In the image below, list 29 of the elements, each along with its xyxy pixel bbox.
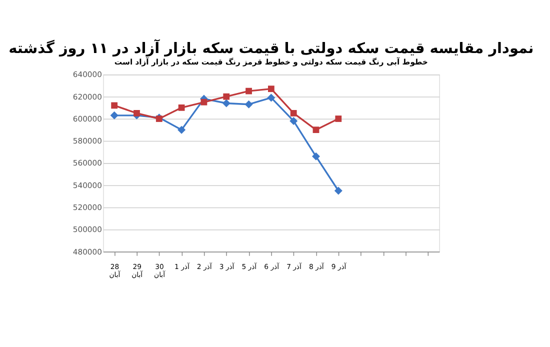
- point: [334, 186, 342, 195]
- y-tick-label: 600000: [72, 114, 102, 124]
- point: [178, 126, 186, 134]
- point: [223, 93, 230, 100]
- y-tick-label: 500000: [72, 225, 102, 234]
- point: [312, 152, 320, 160]
- y-tick-label: 520000: [72, 203, 102, 212]
- point: [111, 102, 118, 109]
- point: [268, 86, 274, 92]
- y-tick-label: 640000: [72, 70, 102, 80]
- point: [335, 116, 342, 122]
- point: [290, 110, 297, 116]
- point: [110, 111, 118, 120]
- point: [178, 104, 185, 111]
- point: [200, 98, 208, 106]
- chart-subtitle: خطوط آبی رنگ قیمت سکه دولتی و خطوط قرمز رنگ قیمت سکه در بازار آزاد است: [114, 56, 428, 67]
- y-tick-label: 540000: [72, 180, 102, 190]
- point: [222, 99, 230, 108]
- y-tick-label: 560000: [72, 158, 102, 168]
- point: [267, 94, 276, 102]
- chart-title: نمودار مقایسه قیمت سکه دولتی با قیمت سکه بازار آزاد در ۱۱ روز گذشته: [8, 39, 534, 58]
- y-tick-label: 480000: [72, 247, 102, 256]
- point: [134, 110, 140, 116]
- point: [290, 116, 298, 125]
- point: [312, 126, 320, 134]
- y-tick-label: 580000: [72, 136, 102, 146]
- point: [246, 88, 252, 94]
- point: [244, 100, 253, 108]
- y-tick-label: 620000: [72, 92, 102, 102]
